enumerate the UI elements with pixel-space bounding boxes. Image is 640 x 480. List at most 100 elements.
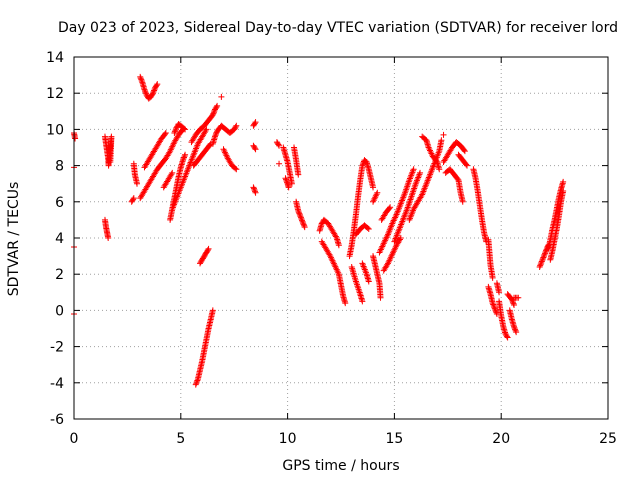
data-point <box>512 326 519 333</box>
data-point <box>332 232 339 239</box>
data-point <box>539 255 546 262</box>
y-tick-label: -2 <box>50 340 64 356</box>
data-point <box>177 185 184 192</box>
data-point <box>511 301 518 308</box>
data-point <box>323 218 330 225</box>
data-point <box>251 121 258 128</box>
y-tick-label: 8 <box>55 159 64 175</box>
data-point <box>193 378 200 385</box>
data-point <box>412 182 419 189</box>
data-point <box>536 263 543 270</box>
data-point <box>210 109 217 116</box>
data-point <box>509 299 516 306</box>
x-tick-label: 5 <box>176 431 185 447</box>
data-point <box>510 300 517 307</box>
data-point <box>284 157 291 164</box>
data-point <box>139 190 146 197</box>
axis-ticks: 0 5 10 15 20 25 -6 -4 -2 0 2 4 6 8 10 12 14 <box>46 50 617 447</box>
data-point <box>133 179 140 186</box>
data-point <box>252 189 259 196</box>
data-point <box>206 141 213 148</box>
data-point <box>181 125 188 132</box>
data-point <box>297 213 304 220</box>
data-point <box>286 168 293 175</box>
data-point <box>197 259 204 266</box>
data-point <box>462 160 469 167</box>
data-point <box>510 322 517 329</box>
data-point <box>161 132 168 139</box>
data-point <box>373 269 380 276</box>
data-point <box>296 210 303 217</box>
data-point <box>212 105 219 112</box>
data-point <box>540 253 547 260</box>
data-point <box>232 123 239 130</box>
data-point <box>380 241 387 248</box>
data-point <box>480 227 487 234</box>
data-point <box>204 248 211 255</box>
data-point <box>180 155 187 162</box>
data-point <box>179 124 186 131</box>
data-point <box>231 164 238 171</box>
data-point <box>489 273 496 280</box>
data-point <box>144 183 151 190</box>
data-point <box>355 228 362 235</box>
data-point <box>440 131 447 138</box>
data-point <box>513 329 520 336</box>
data-point <box>542 249 549 256</box>
data-point <box>172 196 179 203</box>
data-point <box>138 77 145 84</box>
data-point <box>152 169 159 176</box>
data-point <box>348 243 355 250</box>
data-point <box>339 291 346 298</box>
data-point <box>195 128 202 135</box>
data-point <box>172 125 179 132</box>
data-point <box>218 93 225 100</box>
data-point <box>300 220 307 227</box>
data-point <box>150 88 157 95</box>
data-point <box>447 147 454 154</box>
data-point <box>129 197 136 204</box>
data-point <box>540 254 547 261</box>
chart-title: Day 023 of 2023, Sidereal Day-to-day VTE… <box>58 20 618 36</box>
data-point <box>197 153 204 160</box>
data-point <box>137 75 144 82</box>
data-point <box>555 214 562 221</box>
data-point <box>364 225 371 232</box>
data-point <box>363 224 370 231</box>
x-axis-title: GPS time / hours <box>282 458 399 474</box>
data-point <box>130 196 137 203</box>
data-point <box>252 188 259 195</box>
data-point <box>191 134 198 141</box>
data-point <box>553 227 560 234</box>
data-point <box>156 162 163 169</box>
data-point <box>537 262 544 269</box>
data-point <box>292 155 299 162</box>
data-point <box>299 218 306 225</box>
data-point <box>410 167 417 174</box>
data-point <box>208 114 215 121</box>
data-point <box>71 134 78 141</box>
data-point <box>416 171 423 178</box>
data-point <box>213 104 220 111</box>
data-point <box>365 164 372 171</box>
data-point <box>211 135 218 142</box>
data-point <box>538 258 545 265</box>
data-point <box>455 140 462 147</box>
data-point <box>511 325 518 332</box>
data-point <box>193 380 200 387</box>
data-point <box>199 255 206 262</box>
data-point <box>478 215 485 222</box>
data-point <box>407 194 414 201</box>
y-tick-label: 2 <box>55 267 64 283</box>
data-point <box>295 209 302 216</box>
x-tick-label: 10 <box>279 431 297 447</box>
data-point <box>386 205 393 212</box>
data-point <box>171 128 178 135</box>
y-tick-label: 4 <box>55 231 64 247</box>
data-point <box>491 304 498 311</box>
data-point <box>296 211 303 218</box>
data-point <box>152 83 159 90</box>
data-point <box>396 237 403 244</box>
data-point <box>181 154 188 161</box>
